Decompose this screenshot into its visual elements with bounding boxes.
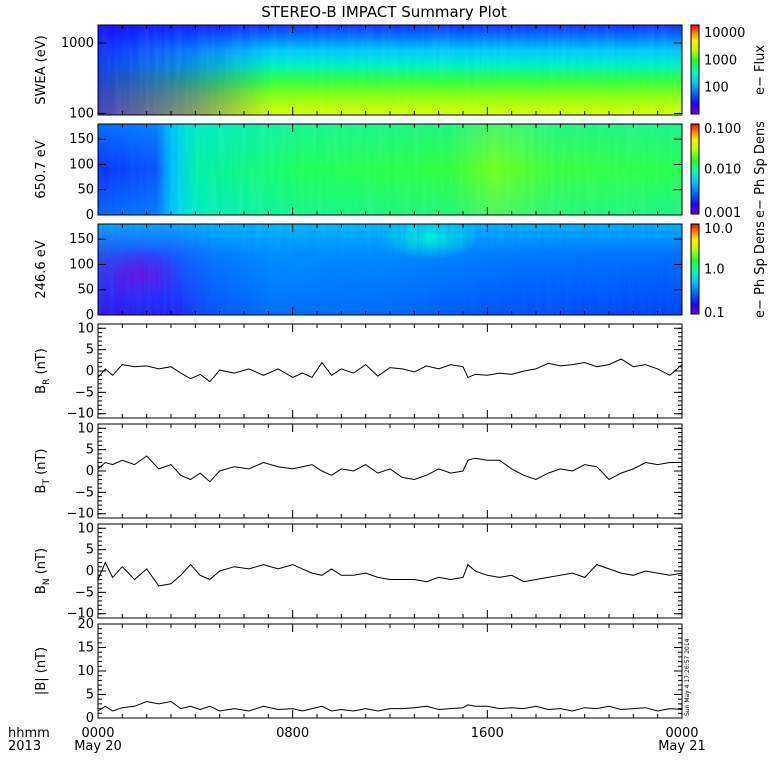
panel-2-ylabel: 650.7 eV <box>34 140 49 198</box>
panel-4-ytick-label-0: 10 <box>77 321 94 336</box>
generation-timestamp: Sun May 4 17:26:57 2014 <box>684 638 691 716</box>
colorbar-1-tick-label-0: 10000 <box>704 26 745 41</box>
pad-650-heatmap-texture <box>98 124 178 215</box>
pad-246-heatmap-texture <box>98 224 682 315</box>
panel-6-ytick-label-4: −10 <box>67 607 94 622</box>
panel-7-ytick-label-2: 10 <box>77 664 94 679</box>
panel-4-ylabel: BR (nT) <box>34 348 52 394</box>
colorbar-2-tick-label-1: 0.010 <box>704 163 741 178</box>
panel-5-ytick-label-1: 5 <box>86 443 94 458</box>
panel-3-ylabel: 246.6 eV <box>34 240 49 298</box>
swea-heatmap-texture <box>98 25 682 115</box>
panel-5-ytick-label-2: 0 <box>86 464 94 479</box>
colorbar-1-label: e− Flux <box>753 45 768 95</box>
panel-5-series-line <box>97 455 682 483</box>
panel-2-ytick-label-1: 100 <box>69 157 94 172</box>
panel-2-ytick-label-0: 150 <box>69 132 94 147</box>
panel-6-ytick-label-2: 0 <box>86 564 94 579</box>
colorbar-3 <box>690 223 700 315</box>
colorbar-2 <box>690 123 700 215</box>
panel-7-series-line <box>97 700 683 712</box>
time-tick-date-0: May 20 <box>74 739 122 754</box>
figure-title: STEREO-B IMPACT Summary Plot <box>261 3 507 21</box>
colorbar-3-tick-label-2: 0.1 <box>704 306 725 321</box>
swea-spectrogram-panel <box>98 25 682 115</box>
panel-4-series-line <box>97 358 683 383</box>
colorbar-1-tick-label-1: 1000 <box>704 53 737 68</box>
panel-3-ytick-label-3: 0 <box>86 308 94 323</box>
panel-6-ylabel: BN (nT) <box>34 548 52 594</box>
colorbar-3-label: e− Ph Sp Dens <box>753 221 768 318</box>
panel-7-ylabel: |B| (nT) <box>34 647 49 695</box>
panel-6-series-line <box>97 561 683 587</box>
time-row2-label: 2013 <box>8 739 41 754</box>
colorbar-2-label: e− Ph Sp Dens <box>753 121 768 218</box>
panel-7-ytick-label-3: 5 <box>86 688 94 703</box>
colorbar-3-tick-label-1: 1.0 <box>704 263 725 278</box>
panel-3-ytick-label-0: 150 <box>69 232 94 247</box>
time-tick-hhmm-2: 1600 <box>471 726 504 741</box>
panel-5-ytick-label-0: 10 <box>77 421 94 436</box>
panel-7-ytick-label-1: 15 <box>77 641 94 656</box>
panel-3-ytick-label-1: 100 <box>69 257 94 272</box>
time-tick-hhmm-0: 0000 <box>81 726 114 741</box>
colorbar-3-tick-label-0: 10.0 <box>704 222 733 237</box>
time-tick-hhmm-1: 0800 <box>276 726 309 741</box>
pad-650-heatmap-texture-2 <box>178 124 682 215</box>
time-row1-label: hhmm <box>8 726 50 741</box>
panel-5-frame <box>97 423 683 519</box>
panel-5-ylabel: BT (nT) <box>34 449 52 494</box>
panel-1-ylabel: SWEA (eV) <box>34 35 49 104</box>
pad-650-panel <box>98 124 682 215</box>
panel-6-ytick-label-0: 10 <box>77 521 94 536</box>
panel-2-ytick-label-2: 50 <box>77 183 94 198</box>
panel-5-ytick-label-4: −10 <box>67 507 94 522</box>
panel-6-frame <box>97 523 683 619</box>
panel-1-ytick-label-0: 1000 <box>61 36 94 51</box>
panel-6-ytick-label-1: 5 <box>86 543 94 558</box>
colorbar-2-tick-label-2: 0.001 <box>704 206 741 221</box>
pad-246-panel <box>98 224 682 315</box>
colorbar-1-tick-label-2: 100 <box>704 81 729 96</box>
panel-6-ytick-label-3: −5 <box>75 585 94 600</box>
colorbar-1 <box>690 24 700 115</box>
panel-5-ytick-label-3: −5 <box>75 485 94 500</box>
panel-4-frame <box>97 323 683 419</box>
panel-1-ytick-label-1: 100 <box>69 106 94 121</box>
time-tick-hhmm-3: 0000 <box>665 726 698 741</box>
colorbar-2-tick-label-0: 0.100 <box>704 122 741 137</box>
panel-3-ytick-label-2: 50 <box>77 283 94 298</box>
panel-4-ytick-label-4: −10 <box>67 407 94 422</box>
panel-7-ytick-label-0: 20 <box>77 617 94 632</box>
panel-4-ytick-label-2: 0 <box>86 364 94 379</box>
panel-4-ytick-label-1: 5 <box>86 343 94 358</box>
panel-7-frame <box>97 623 683 719</box>
panel-4-ytick-label-3: −5 <box>75 385 94 400</box>
panel-2-ytick-label-3: 0 <box>86 208 94 223</box>
panel-7-ytick-label-4: 0 <box>86 711 94 726</box>
time-tick-date-3: May 21 <box>658 739 706 754</box>
